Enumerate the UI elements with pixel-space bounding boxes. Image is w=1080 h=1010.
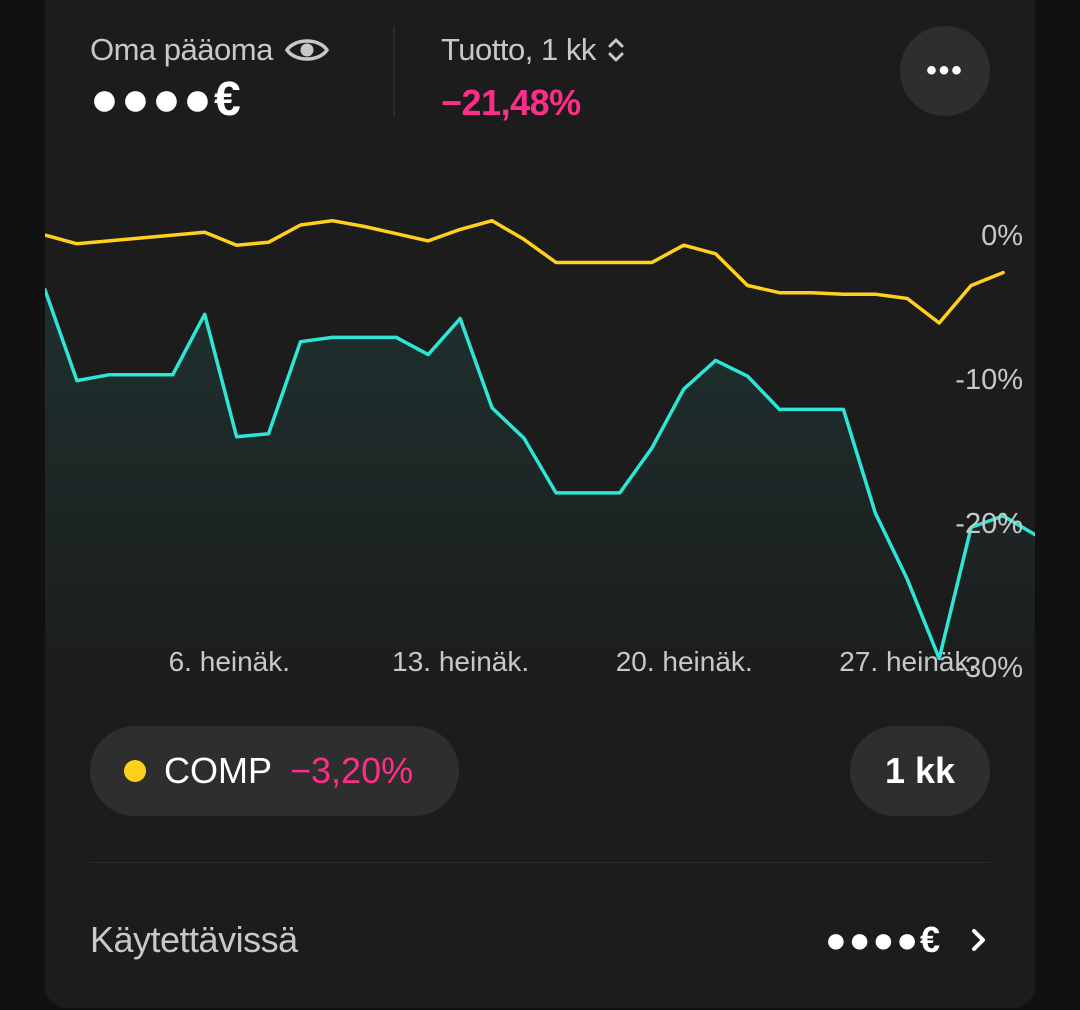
sort-icon	[606, 35, 626, 65]
x-tick-label: 6. heinäk.	[168, 646, 291, 677]
equity-header: Oma pääoma	[90, 32, 329, 68]
x-tick-label: 27. heinäk.	[839, 646, 977, 677]
portfolio-line	[45, 288, 1035, 661]
comparison-pill[interactable]: COMP −3,20%	[90, 726, 460, 816]
eye-icon[interactable]	[284, 35, 329, 65]
comparison-name: COMP	[164, 750, 272, 791]
available-label: Käytettävissä	[90, 919, 298, 960]
return-value: −21,48%	[441, 82, 581, 123]
chevron-right-icon	[968, 927, 990, 953]
available-value: ●●●●€	[825, 919, 942, 960]
x-tick-label: 20. heinäk.	[615, 646, 753, 677]
available-funds-row[interactable]: Käytettävissä ●●●●€	[90, 900, 990, 980]
header-divider	[393, 26, 395, 116]
equity-label: Oma pääoma	[90, 32, 273, 67]
comparison-legend-dot	[124, 760, 146, 782]
equity-value: ●●●●€	[90, 73, 243, 126]
y-tick-label: 0%	[981, 220, 1023, 252]
period-button[interactable]: 1 kk	[850, 726, 990, 816]
portfolio-area	[45, 289, 1035, 700]
portfolio-card: Oma pääoma ●●●●€ Tuotto, 1 kk −21,48% ••…	[45, 0, 1035, 1008]
y-tick-label: -30%	[955, 652, 1023, 684]
performance-chart	[45, 218, 1035, 700]
more-button[interactable]: •••	[900, 26, 990, 116]
comparison-line	[45, 218, 1005, 325]
more-icon: •••	[926, 54, 964, 87]
return-label: Tuotto, 1 kk	[441, 32, 596, 67]
y-tick-label: -10%	[955, 364, 1023, 396]
return-selector[interactable]: Tuotto, 1 kk	[441, 32, 626, 68]
available-value-group: ●●●●€	[825, 919, 990, 961]
y-tick-label: -20%	[955, 508, 1023, 540]
x-tick-label: 13. heinäk.	[392, 646, 530, 677]
section-divider	[90, 862, 990, 863]
comparison-value: −3,20%	[290, 750, 414, 791]
